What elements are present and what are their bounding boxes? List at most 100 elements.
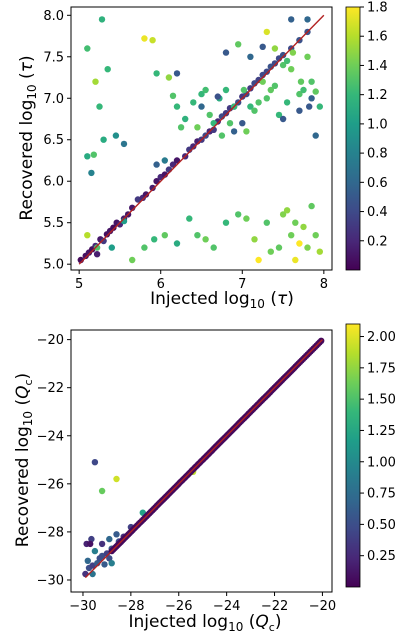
data-point bbox=[288, 16, 295, 23]
data-point bbox=[263, 95, 270, 102]
data-point bbox=[108, 244, 116, 251]
data-point bbox=[312, 132, 319, 139]
data-point bbox=[84, 232, 91, 239]
data-point bbox=[271, 82, 279, 90]
data-point bbox=[226, 120, 234, 127]
data-point bbox=[235, 211, 242, 218]
data-point bbox=[153, 70, 160, 77]
data-point bbox=[308, 78, 315, 85]
qc-x-axis-label: Injected log10 (Qc) bbox=[129, 612, 282, 634]
data-point bbox=[300, 223, 307, 231]
data-point bbox=[108, 560, 115, 567]
data-point bbox=[198, 90, 205, 98]
qc-y-ticks: −30 −28 −26 −24 −22 −20 bbox=[37, 333, 71, 588]
data-point bbox=[100, 136, 107, 143]
colorbar-tick-label: 1.6 bbox=[367, 30, 388, 45]
data-point bbox=[296, 107, 303, 114]
colorbar-tick-label: 0.2 bbox=[367, 234, 388, 249]
data-point bbox=[120, 140, 128, 148]
data-point bbox=[98, 16, 106, 23]
x-tick-label: −24 bbox=[213, 599, 240, 614]
tau-plot-frame bbox=[70, 6, 333, 271]
data-point bbox=[275, 244, 283, 251]
data-point bbox=[113, 475, 120, 483]
y-tick-label: −30 bbox=[37, 573, 64, 588]
y-tick-label: −26 bbox=[37, 477, 64, 492]
data-point bbox=[292, 256, 299, 264]
colorbar-tick-label: 1.2 bbox=[367, 88, 388, 103]
data-point bbox=[91, 459, 99, 466]
colorbar-tick-label: 2.00 bbox=[367, 330, 396, 345]
data-point bbox=[173, 103, 181, 110]
x-tick-label: −26 bbox=[165, 599, 192, 614]
data-point bbox=[230, 128, 238, 135]
data-point bbox=[84, 45, 91, 52]
data-point bbox=[90, 151, 98, 158]
colorbar-tick-label: 1.25 bbox=[367, 424, 396, 439]
data-point bbox=[247, 85, 254, 92]
data-point bbox=[300, 86, 307, 94]
colorbar-tick-label: 1.00 bbox=[367, 455, 396, 470]
tau-identity-line bbox=[78, 14, 325, 265]
data-point bbox=[153, 161, 160, 168]
data-point bbox=[194, 232, 201, 239]
data-point bbox=[98, 540, 106, 548]
y-tick-label: −22 bbox=[37, 381, 64, 396]
data-point bbox=[312, 88, 319, 95]
colorbar-tick-label: 0.6 bbox=[367, 176, 388, 191]
qc-colorbar bbox=[345, 323, 361, 588]
x-tick-label: 7 bbox=[238, 277, 246, 292]
data-point bbox=[251, 236, 258, 243]
data-point bbox=[263, 28, 270, 36]
x-tick-label: 8 bbox=[320, 277, 328, 292]
y-tick-label: −20 bbox=[37, 333, 64, 348]
qc-plot-frame bbox=[70, 329, 333, 593]
data-point bbox=[279, 115, 287, 123]
data-point bbox=[177, 124, 185, 131]
data-point bbox=[296, 90, 303, 98]
data-point bbox=[243, 128, 250, 135]
qc-identity-line bbox=[84, 339, 323, 579]
data-point bbox=[88, 535, 95, 543]
data-point bbox=[190, 143, 197, 150]
y-tick-label: 6.0 bbox=[43, 175, 64, 190]
data-point bbox=[312, 232, 319, 239]
tau-y-axis-label: Recovered log10 (τ) bbox=[17, 55, 39, 220]
y-tick-label: −24 bbox=[37, 429, 64, 444]
data-point bbox=[98, 487, 106, 495]
data-point bbox=[306, 103, 313, 110]
data-point bbox=[240, 86, 248, 94]
data-point bbox=[106, 555, 113, 562]
data-point bbox=[259, 43, 266, 50]
data-point bbox=[283, 99, 291, 106]
data-point bbox=[263, 219, 270, 226]
data-point bbox=[149, 37, 156, 44]
x-tick-label: −30 bbox=[69, 599, 96, 614]
y-tick-label: 8.0 bbox=[43, 9, 64, 24]
x-tick-label: 6 bbox=[157, 277, 165, 292]
data-point bbox=[93, 251, 101, 258]
data-point bbox=[214, 93, 221, 100]
data-point bbox=[218, 132, 226, 139]
data-point bbox=[202, 236, 209, 243]
data-point bbox=[222, 49, 230, 56]
data-point bbox=[169, 92, 177, 100]
data-point bbox=[161, 232, 168, 239]
tau-colorbar bbox=[345, 6, 361, 271]
data-point bbox=[100, 237, 107, 245]
data-point bbox=[222, 219, 230, 226]
data-point bbox=[173, 240, 181, 247]
colorbar-tick-label: 0.75 bbox=[367, 487, 396, 502]
tau-y-ticks: 5.0 5.5 6.0 6.5 7.0 7.5 8.0 bbox=[43, 9, 71, 273]
data-point bbox=[247, 103, 254, 110]
colorbar-tick-label: 1.0 bbox=[367, 117, 388, 132]
qc-panel: −30 −28 −26 −24 −22 −20 −30 −28 −26 −24 −22 −20 In… bbox=[13, 323, 396, 634]
data-point bbox=[275, 111, 283, 119]
y-tick-label: −28 bbox=[37, 525, 64, 540]
data-point bbox=[283, 57, 291, 65]
colorbar-tick-label: 0.25 bbox=[367, 549, 396, 564]
qc-x-ticks: −30 −28 −26 −24 −22 −20 bbox=[69, 592, 336, 614]
data-point bbox=[316, 103, 323, 110]
tau-x-ticks: 5 6 7 8 bbox=[75, 270, 328, 292]
